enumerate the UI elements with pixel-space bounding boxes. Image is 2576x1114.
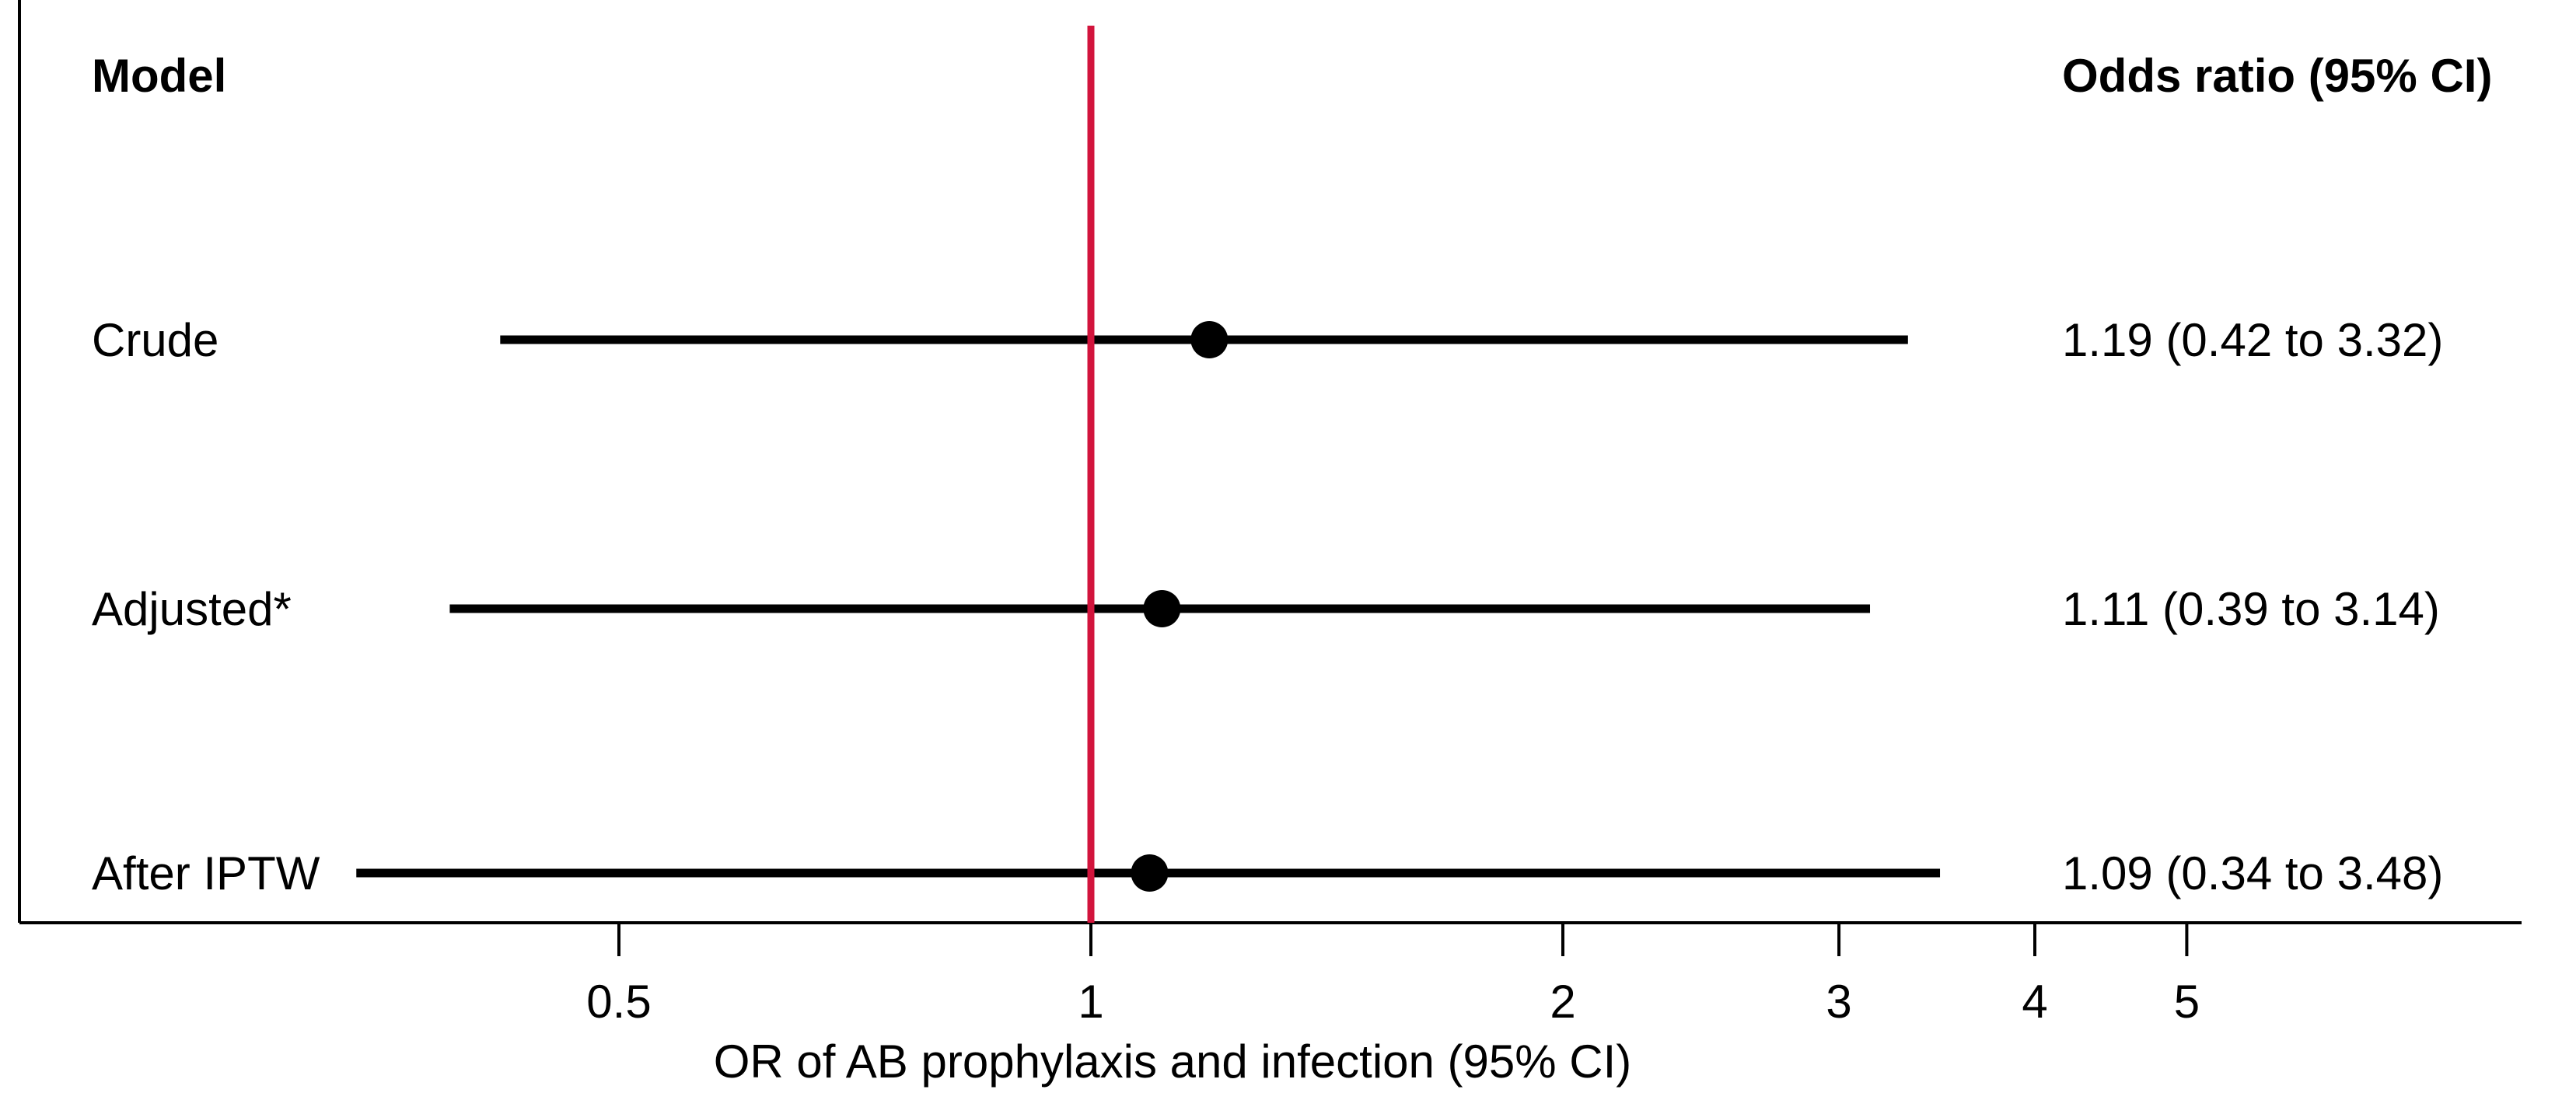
x-tick-label: 2 bbox=[1550, 976, 1575, 1028]
x-tick-label: 0.5 bbox=[586, 976, 651, 1028]
x-tick-label: 1 bbox=[1078, 976, 1103, 1028]
x-axis-label: OR of AB prophylaxis and infection (95% … bbox=[714, 1035, 1632, 1088]
point-estimate bbox=[1131, 854, 1169, 892]
x-tick-label: 3 bbox=[1826, 976, 1851, 1028]
row-label: After IPTW bbox=[92, 847, 320, 899]
x-axis-ticks: 0.5 1 2 3 4 5 bbox=[586, 923, 2200, 1028]
x-tick-label: 5 bbox=[2174, 976, 2200, 1028]
row-odds-ratio-text: 1.19 (0.42 to 3.32) bbox=[2062, 314, 2443, 366]
point-estimate bbox=[1190, 321, 1229, 358]
point-estimate bbox=[1143, 590, 1181, 627]
header-odds-ratio: Odds ratio (95% CI) bbox=[2062, 50, 2492, 102]
row-label: Crude bbox=[92, 314, 218, 366]
row-labels: Crude 1.19 (0.42 to 3.32) Adjusted* 1.11 (0… bbox=[92, 314, 2443, 899]
point-estimates bbox=[1131, 321, 1229, 892]
row-label: Adjusted* bbox=[92, 583, 292, 635]
row-odds-ratio-text: 1.09 (0.34 to 3.48) bbox=[2062, 847, 2443, 899]
x-tick-label: 4 bbox=[2022, 976, 2047, 1028]
header-model: Model bbox=[92, 50, 226, 102]
row-odds-ratio-text: 1.11 (0.39 to 3.14) bbox=[2062, 583, 2440, 635]
